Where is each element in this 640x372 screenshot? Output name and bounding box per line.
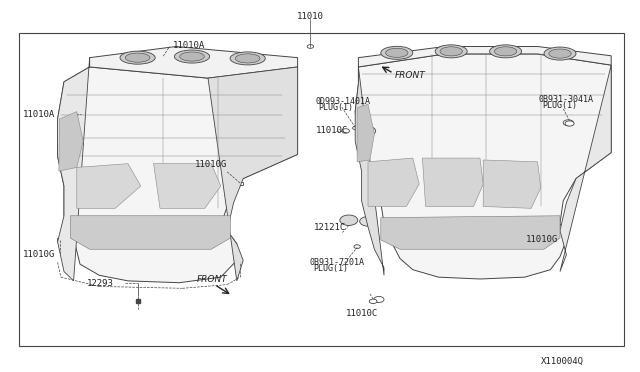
Text: 11010G: 11010G xyxy=(22,250,54,259)
Text: 11010C: 11010C xyxy=(316,126,348,135)
Bar xyxy=(73,113,78,116)
Bar xyxy=(57,238,62,241)
Text: PLUG(1): PLUG(1) xyxy=(543,101,578,110)
Text: X110004Q: X110004Q xyxy=(541,357,584,366)
Polygon shape xyxy=(381,216,560,249)
Ellipse shape xyxy=(120,51,155,64)
Bar xyxy=(19,33,624,346)
Ellipse shape xyxy=(440,47,462,56)
Polygon shape xyxy=(77,164,141,208)
Ellipse shape xyxy=(385,48,408,57)
Text: 11010G: 11010G xyxy=(526,235,558,244)
Text: 12293: 12293 xyxy=(86,279,113,288)
Polygon shape xyxy=(58,58,90,281)
Circle shape xyxy=(360,217,376,226)
Ellipse shape xyxy=(180,52,204,61)
Bar xyxy=(237,182,243,185)
Ellipse shape xyxy=(495,47,517,56)
Polygon shape xyxy=(560,65,611,272)
Ellipse shape xyxy=(236,54,260,63)
Circle shape xyxy=(360,126,376,135)
Polygon shape xyxy=(357,104,374,162)
Ellipse shape xyxy=(544,47,576,60)
Text: 0B931-7201A: 0B931-7201A xyxy=(310,258,365,267)
Text: FRONT: FRONT xyxy=(395,71,426,80)
Circle shape xyxy=(565,121,574,126)
Polygon shape xyxy=(368,158,419,206)
Text: 11010A: 11010A xyxy=(22,110,54,119)
Circle shape xyxy=(307,45,314,48)
Polygon shape xyxy=(422,158,483,206)
Text: 11010: 11010 xyxy=(297,12,324,21)
Circle shape xyxy=(342,129,349,133)
Polygon shape xyxy=(90,46,298,78)
Polygon shape xyxy=(358,46,611,67)
Text: PLUG(1): PLUG(1) xyxy=(313,264,348,273)
Polygon shape xyxy=(58,67,298,283)
Text: 0B931-3041A: 0B931-3041A xyxy=(539,95,594,104)
Circle shape xyxy=(374,296,384,302)
Polygon shape xyxy=(355,67,384,275)
Bar xyxy=(549,229,554,232)
Polygon shape xyxy=(59,112,83,171)
Text: 11010C: 11010C xyxy=(346,309,378,318)
Text: PLUG(1): PLUG(1) xyxy=(318,103,353,112)
Polygon shape xyxy=(70,216,230,249)
Text: 12121C: 12121C xyxy=(314,223,346,232)
Ellipse shape xyxy=(125,53,150,62)
Ellipse shape xyxy=(230,52,266,65)
Ellipse shape xyxy=(381,46,413,60)
Circle shape xyxy=(563,120,573,126)
Circle shape xyxy=(353,126,359,130)
Ellipse shape xyxy=(490,45,522,58)
Text: 11010A: 11010A xyxy=(173,41,205,49)
Polygon shape xyxy=(483,160,541,208)
Ellipse shape xyxy=(174,50,210,63)
Circle shape xyxy=(354,245,360,248)
Circle shape xyxy=(340,215,358,225)
Bar xyxy=(161,57,166,60)
Ellipse shape xyxy=(548,49,572,58)
Circle shape xyxy=(369,299,377,304)
Polygon shape xyxy=(208,67,298,281)
Polygon shape xyxy=(355,54,611,279)
Ellipse shape xyxy=(435,45,467,58)
Text: FRONT: FRONT xyxy=(197,275,228,284)
Polygon shape xyxy=(154,164,221,208)
Text: 0D993-1401A: 0D993-1401A xyxy=(316,97,371,106)
Text: 11010G: 11010G xyxy=(195,160,227,169)
